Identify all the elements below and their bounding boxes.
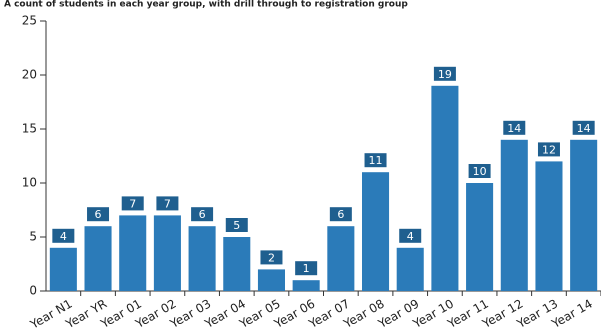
value-label: 2 [268, 251, 275, 264]
value-label: 4 [60, 230, 67, 243]
value-label: 10 [473, 165, 487, 178]
value-label-box [572, 120, 595, 135]
bar [257, 269, 285, 291]
value-label: 5 [233, 219, 240, 232]
value-label-box [156, 196, 179, 211]
y-tick-label: 10 [22, 176, 37, 190]
bar [153, 215, 181, 291]
bar [466, 183, 494, 291]
bar [327, 226, 355, 291]
y-tick-label: 5 [29, 230, 37, 244]
y-tick-label: 15 [22, 122, 37, 136]
value-label-box [225, 218, 248, 232]
value-label-box [364, 153, 387, 168]
value-label: 6 [199, 208, 206, 221]
value-label: 14 [577, 122, 591, 135]
value-label-box [52, 228, 75, 243]
y-tick-label: 25 [22, 14, 37, 28]
value-label-box [260, 250, 283, 265]
bar [119, 215, 147, 291]
value-label: 6 [337, 208, 344, 221]
bar [431, 85, 459, 291]
bar [49, 247, 77, 291]
value-label-box [87, 207, 110, 222]
value-label-box [121, 196, 144, 211]
value-label-box [191, 207, 214, 222]
value-label: 12 [542, 143, 556, 156]
bar [362, 172, 390, 291]
value-label-box [399, 228, 422, 243]
value-label: 1 [303, 262, 310, 275]
value-label: 11 [369, 154, 383, 167]
value-label-box [295, 261, 318, 276]
value-label-box [433, 66, 456, 81]
bar [188, 226, 216, 291]
value-label: 7 [164, 197, 171, 210]
y-tick-label: 0 [29, 284, 37, 298]
value-label: 7 [129, 197, 136, 210]
value-label-box [537, 142, 560, 157]
bar [535, 161, 563, 291]
value-label-box [503, 120, 526, 135]
value-label: 19 [438, 68, 452, 81]
bar [570, 139, 598, 291]
bar [84, 226, 112, 291]
bar [500, 139, 528, 291]
value-label-box [329, 207, 352, 222]
bar [223, 237, 251, 291]
value-label-box [468, 164, 491, 178]
bar [396, 247, 424, 291]
value-label: 14 [507, 122, 521, 135]
chart-title: A count of students in each year group, … [4, 0, 408, 10]
y-tick-label: 20 [22, 68, 37, 82]
value-label: 4 [407, 230, 414, 243]
value-label: 6 [95, 208, 102, 221]
bar [292, 280, 320, 291]
